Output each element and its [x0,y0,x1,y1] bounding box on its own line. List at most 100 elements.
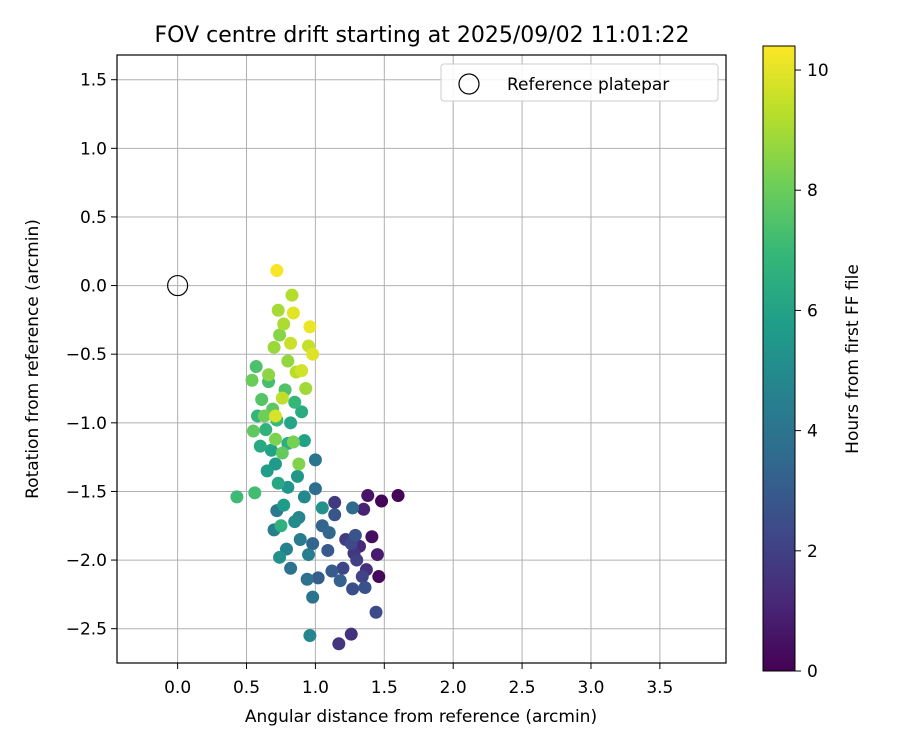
data-point [346,501,360,515]
data-point [348,528,362,542]
data-point [328,495,342,509]
y-tick-label: −1.0 [66,414,107,434]
data-point [270,263,284,277]
data-point [277,498,291,512]
x-tick-label: 3.5 [646,678,673,698]
data-point [300,572,314,586]
data-point [286,306,300,320]
reference-platepar-marker [167,274,189,297]
data-point [273,550,287,564]
data-point [350,553,364,567]
y-tick-label: −2.0 [66,551,107,571]
data-point [257,409,271,423]
y-axis-label: Rotation from reference (arcmin) [23,219,43,499]
data-point [295,364,309,378]
reference-layer [167,274,189,297]
legend-entry-reference: Reference platepar [507,75,669,95]
y-tick-label: 0.5 [80,208,107,228]
data-point [284,416,298,430]
data-point [372,570,386,584]
data-point [292,457,306,471]
data-point [308,482,322,496]
y-tick-label: 0.0 [80,277,107,297]
data-point [370,548,384,562]
data-point [274,519,288,533]
y-tick-label: 1.5 [80,71,107,91]
y-tick-label: 1.0 [80,139,107,159]
y-tick-label: −1.5 [66,482,107,502]
colorbar-tick-label: 6 [807,301,818,321]
data-point [302,548,316,562]
colorbar-gradient [762,45,796,672]
data-point [375,494,389,508]
data-point [284,561,298,575]
data-point [336,561,350,575]
chart-title: FOV centre drift starting at 2025/09/02 … [155,23,690,48]
x-tick-label: 2.0 [440,678,467,698]
data-point [346,582,360,596]
data-point [267,340,281,354]
data-point [293,532,307,546]
data-point [321,543,335,557]
y-axis-ticks: −2.5 −2.0 −1.5 −1.0 −0.5 0.0 0.5 1.0 1.5 [66,71,117,640]
data-point [273,328,287,342]
data-point [249,360,263,374]
data-point [259,423,273,437]
data-point [365,530,379,544]
colorbar-tick-label: 8 [807,181,818,201]
data-point [369,605,383,619]
data-point [308,453,322,467]
x-tick-label: 1.0 [302,678,329,698]
colorbar-tick-label: 2 [807,542,818,562]
plot-frame [116,54,727,664]
data-point [328,508,342,522]
data-point [260,464,274,478]
data-point [303,629,317,643]
data-point [297,490,311,504]
data-point [264,443,278,457]
data-point [281,354,295,368]
data-point [288,515,302,529]
data-point [268,409,282,423]
data-point [333,574,347,588]
x-tick-label: 1.5 [371,678,398,698]
data-point [268,432,282,446]
data-point [288,395,302,409]
data-point [230,490,244,504]
x-axis-ticks: 0.0 0.5 1.0 1.5 2.0 2.5 3.0 3.5 [164,663,673,698]
data-point [357,502,371,516]
data-point [306,590,320,604]
data-point [271,303,285,317]
data-point [332,637,346,651]
data-points [230,263,405,651]
y-tick-label: −2.5 [66,620,107,640]
data-point [306,347,320,361]
data-point [245,373,259,387]
data-point [271,476,285,490]
x-tick-label: 3.0 [577,678,604,698]
data-point [311,571,325,585]
x-tick-label: 0.0 [164,678,191,698]
legend: Reference platepar [440,63,719,102]
data-point [284,336,298,350]
data-point [325,564,339,578]
data-point [355,570,369,584]
data-point [361,489,375,503]
data-point [285,288,299,302]
data-point [299,382,313,396]
data-point [303,320,317,334]
data-point [297,434,311,448]
data-point [286,435,300,449]
colorbar-tick-label: 4 [807,422,818,442]
data-point [295,405,309,419]
y-tick-label: −0.5 [66,345,107,365]
colorbar-label: Hours from first FF file [843,264,863,454]
data-point [275,391,289,405]
data-point [322,526,336,540]
data-point [248,486,262,500]
data-point [391,489,405,503]
data-point [290,469,304,483]
legend-marker-open-circle [458,73,480,95]
data-point [277,317,291,331]
